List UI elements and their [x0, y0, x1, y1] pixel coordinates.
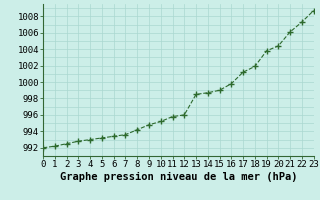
X-axis label: Graphe pression niveau de la mer (hPa): Graphe pression niveau de la mer (hPa)	[60, 172, 297, 182]
